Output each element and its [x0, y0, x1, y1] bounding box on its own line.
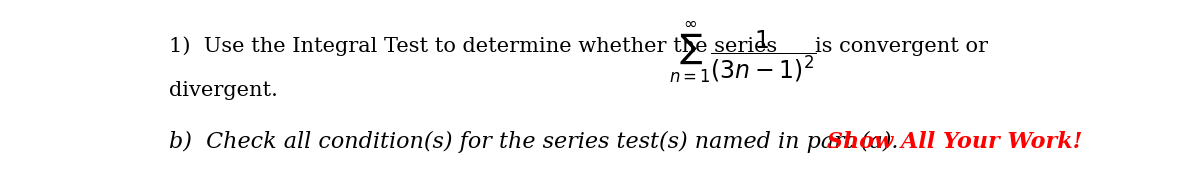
Text: Show All Your Work!: Show All Your Work!: [827, 131, 1082, 153]
Text: divergent.: divergent.: [168, 81, 277, 100]
Text: is convergent or: is convergent or: [815, 37, 988, 56]
Text: b)  Check all condition(s) for the series test(s) named in part (a).: b) Check all condition(s) for the series…: [168, 131, 905, 153]
Text: $\sum_{n=1}^{\infty}\dfrac{1}{(3n-1)^2}$: $\sum_{n=1}^{\infty}\dfrac{1}{(3n-1)^2}$: [668, 19, 816, 85]
Text: 1)  Use the Integral Test to determine whether the series: 1) Use the Integral Test to determine wh…: [168, 37, 776, 56]
